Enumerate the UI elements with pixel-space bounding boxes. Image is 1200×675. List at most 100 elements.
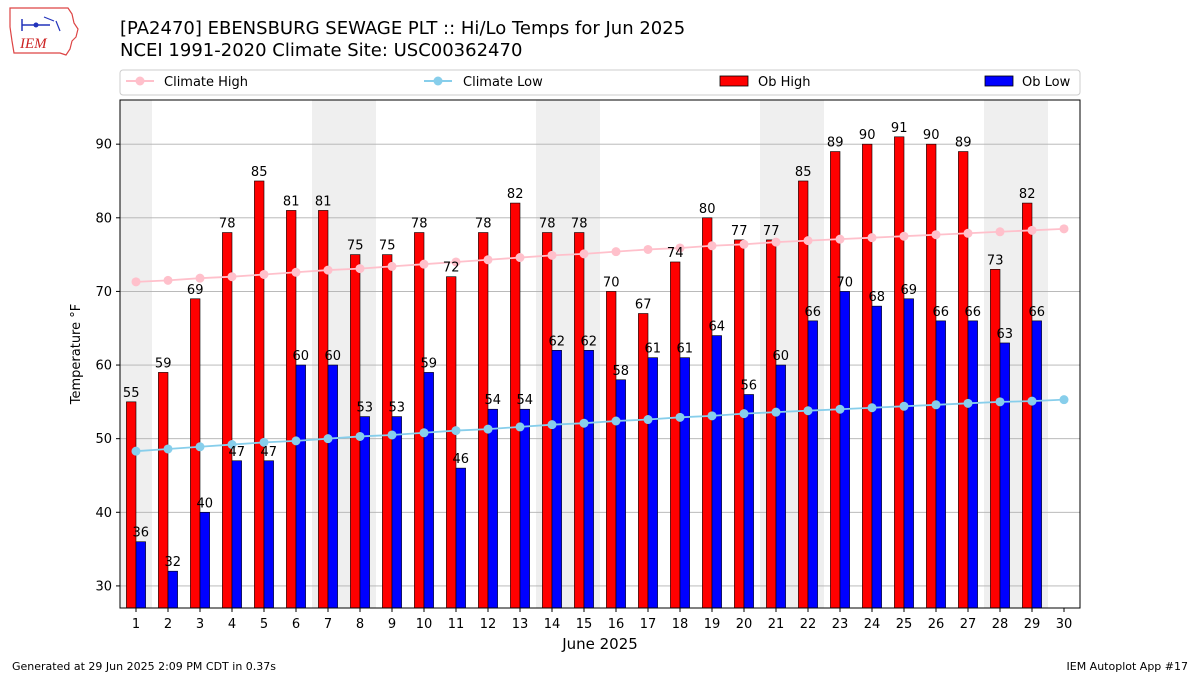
y-tick-label: 80 bbox=[95, 211, 112, 226]
ob-low-bar-label: 53 bbox=[389, 401, 406, 416]
climate-high-point bbox=[931, 230, 941, 240]
ob-low-bar-label: 36 bbox=[133, 526, 150, 541]
ob-high-bar bbox=[926, 143, 937, 609]
ob-low-bar-label: 54 bbox=[485, 393, 502, 408]
ob-high-bar-label: 70 bbox=[603, 275, 620, 290]
y-axis-label: Temperature °F bbox=[69, 304, 84, 405]
ob-high-bar bbox=[414, 232, 425, 609]
x-tick-label: 6 bbox=[292, 617, 300, 632]
climate-high-point bbox=[963, 228, 973, 238]
ob-low-bar-label: 62 bbox=[581, 334, 598, 349]
x-tick-label: 21 bbox=[768, 617, 785, 632]
ob-high-bar bbox=[670, 261, 681, 609]
ob-low-bar bbox=[359, 416, 370, 609]
legend-ob-high: Ob High bbox=[719, 75, 811, 90]
ob-low-bar-label: 61 bbox=[645, 342, 662, 357]
climate-high-point bbox=[515, 253, 525, 263]
x-tick-label: 7 bbox=[324, 617, 332, 632]
climate-low-point bbox=[131, 446, 141, 456]
climate-low-point bbox=[227, 440, 237, 450]
climate-low-point bbox=[867, 403, 877, 413]
ob-low-bar bbox=[935, 320, 946, 609]
x-tick-label: 14 bbox=[544, 617, 561, 632]
climate-low-point bbox=[611, 416, 621, 426]
climate-high-point bbox=[451, 257, 461, 267]
ob-high-bar-label: 85 bbox=[795, 165, 812, 180]
climate-high-point bbox=[323, 265, 333, 275]
climate-high-line bbox=[135, 227, 1065, 283]
x-tick-label: 19 bbox=[704, 617, 721, 632]
x-tick-label: 8 bbox=[356, 617, 364, 632]
y-tick-label: 30 bbox=[95, 579, 112, 594]
legend-climate-low: Climate Low bbox=[424, 75, 543, 90]
ob-low-bar-label: 69 bbox=[901, 283, 918, 298]
x-tick-label: 30 bbox=[1056, 617, 1073, 632]
ob-low-bar-label: 68 bbox=[869, 290, 886, 305]
generated-timestamp: Generated at 29 Jun 2025 2:09 PM CDT in … bbox=[12, 660, 277, 673]
grid-lines bbox=[120, 143, 1080, 587]
climate-low-point bbox=[803, 406, 813, 416]
ob-low-bar bbox=[903, 298, 914, 609]
ob-high-bar-label: 85 bbox=[251, 165, 268, 180]
ob-low-bar-label: 60 bbox=[773, 349, 790, 364]
ob-low-bar-label: 70 bbox=[837, 275, 854, 290]
bars bbox=[126, 136, 1042, 609]
x-tick-label: 5 bbox=[260, 617, 268, 632]
ob-low-bar bbox=[327, 364, 338, 609]
legend-climate-high: Climate High bbox=[126, 75, 248, 90]
climate-high-point bbox=[643, 244, 653, 254]
ob-low-bar bbox=[583, 350, 594, 609]
ob-low-bar bbox=[487, 408, 498, 609]
y-tick-label: 90 bbox=[95, 138, 112, 153]
climate-low-point bbox=[1027, 396, 1037, 406]
ob-high-bar-label: 75 bbox=[379, 239, 396, 254]
ob-high-bar bbox=[958, 151, 969, 609]
ob-high-bar bbox=[606, 291, 617, 609]
plot-frame bbox=[119, 99, 1081, 609]
ob-low-bar-label: 47 bbox=[261, 445, 278, 460]
x-tick-label: 26 bbox=[928, 617, 945, 632]
climate-high-point bbox=[867, 233, 877, 243]
climate-high-point bbox=[835, 234, 845, 244]
ob-low-bar-label: 63 bbox=[997, 327, 1014, 342]
ob-low-bar bbox=[199, 511, 210, 609]
ob-high-bar bbox=[190, 298, 201, 609]
legend-frame bbox=[119, 69, 1081, 96]
ob-high-bar-label: 59 bbox=[155, 356, 172, 371]
climate-low-point bbox=[771, 407, 781, 417]
x-tick-label: 18 bbox=[672, 617, 689, 632]
climate-low-point bbox=[739, 409, 749, 419]
ob-low-bar bbox=[551, 350, 562, 609]
ob-high-bar-label: 80 bbox=[699, 202, 716, 217]
ob-low-bar-label: 32 bbox=[165, 555, 182, 570]
ob-low-bar-label: 62 bbox=[549, 334, 566, 349]
x-tick-label: 4 bbox=[228, 617, 236, 632]
legend-climate-low-marker bbox=[433, 76, 443, 86]
ob-high-bar-label: 67 bbox=[635, 298, 652, 313]
ob-high-bar-label: 82 bbox=[507, 187, 524, 202]
x-tick-label: 10 bbox=[416, 617, 433, 632]
ob-high-bar bbox=[126, 401, 137, 609]
climate-high-point bbox=[579, 249, 589, 259]
ob-low-bar bbox=[231, 460, 242, 609]
legend-ob-low-label: Ob Low bbox=[1022, 75, 1071, 90]
ob-low-bar-label: 60 bbox=[293, 349, 310, 364]
x-tick-label: 1 bbox=[132, 617, 140, 632]
x-tick-label: 22 bbox=[800, 617, 817, 632]
climate-high-point bbox=[163, 275, 173, 285]
ob-high-bar-label: 89 bbox=[955, 136, 972, 151]
iem-logo: IEM bbox=[8, 5, 80, 61]
ob-low-bar-label: 53 bbox=[357, 401, 374, 416]
ob-low-bar bbox=[839, 291, 850, 609]
y-tick-label: 60 bbox=[95, 359, 112, 374]
climate-low-point bbox=[675, 412, 685, 422]
y-tick-label: 70 bbox=[95, 285, 112, 300]
x-tick-label: 24 bbox=[864, 617, 881, 632]
x-tick-label: 20 bbox=[736, 617, 753, 632]
climate-low-point bbox=[515, 422, 525, 432]
ob-low-bar bbox=[295, 364, 306, 609]
ob-low-bar-label: 54 bbox=[517, 393, 534, 408]
legend-ob-low: Ob Low bbox=[984, 75, 1071, 90]
y-axis: 30 40 50 60 70 80 90 bbox=[95, 138, 120, 594]
